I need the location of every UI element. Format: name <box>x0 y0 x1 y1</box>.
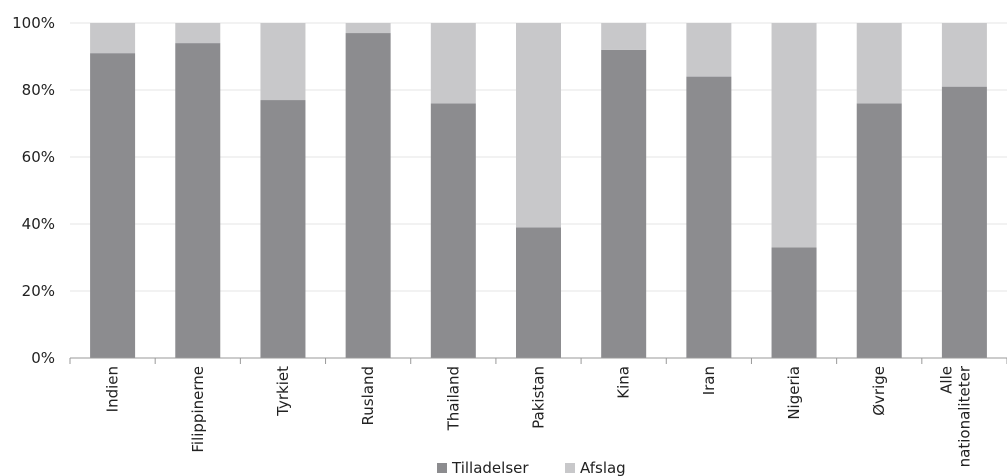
x-category-label: Nigeria <box>785 366 803 420</box>
legend: Tilladelser Afslag <box>437 459 626 476</box>
bar-tilladelser-10 <box>941 86 987 359</box>
bar-tilladelser-1 <box>175 43 221 358</box>
x-category-label: Thailand <box>444 366 462 431</box>
bar-afslag-7 <box>686 23 732 77</box>
bar-afslag-10 <box>941 23 987 87</box>
x-category-label: Iran <box>700 366 718 395</box>
bar-tilladelser-8 <box>771 247 817 358</box>
legend-label-tilladelser: Tilladelser <box>451 459 529 476</box>
legend-swatch-afslag <box>565 463 575 473</box>
x-axis: Indien Filippinerne Tyrkiet Rusland Thailand… <box>69 357 1007 467</box>
bar-tilladelser-6 <box>601 49 647 359</box>
legend-label-afslag: Afslag <box>580 459 626 476</box>
bar-afslag-6 <box>601 23 647 50</box>
x-category-label: Tyrkiet <box>274 366 292 417</box>
x-category-label: Rusland <box>359 366 377 425</box>
bar-afslag-5 <box>516 23 561 228</box>
bar-afslag-4 <box>430 23 476 104</box>
bar-afslag-2 <box>260 23 306 101</box>
x-category-label: Alle <box>937 366 955 394</box>
bar-tilladelser-7 <box>686 76 732 358</box>
bar-afslag-3 <box>345 23 391 34</box>
bars <box>90 23 987 359</box>
y-tick-label: 40% <box>22 215 55 233</box>
x-category-label: Filippinerne <box>189 366 207 453</box>
y-tick-label: 100% <box>12 14 55 32</box>
x-category-label: nationaliteter <box>955 365 973 467</box>
x-category-label: Kina <box>615 366 633 399</box>
bar-afslag-8 <box>771 23 817 248</box>
x-category-label: Pakistan <box>530 366 548 429</box>
x-category-label: Øvrige <box>870 366 888 416</box>
bar-tilladelser-0 <box>90 53 136 359</box>
y-tick-label: 80% <box>22 81 55 99</box>
bar-tilladelser-3 <box>345 33 391 359</box>
bar-tilladelser-5 <box>516 227 561 358</box>
bar-afslag-1 <box>175 23 221 44</box>
bar-tilladelser-4 <box>430 103 476 359</box>
x-category-label: Indien <box>104 366 122 412</box>
y-tick-label: 0% <box>31 349 55 367</box>
y-tick-label: 20% <box>22 282 55 300</box>
legend-swatch-tilladelser <box>437 463 447 473</box>
y-axis: 0% 20% 40% 60% 80% 100% <box>12 14 55 367</box>
bar-afslag-9 <box>856 23 902 104</box>
bar-afslag-0 <box>90 23 136 54</box>
y-tick-label: 60% <box>22 148 55 166</box>
bar-tilladelser-2 <box>260 100 306 359</box>
bar-tilladelser-9 <box>856 103 902 359</box>
